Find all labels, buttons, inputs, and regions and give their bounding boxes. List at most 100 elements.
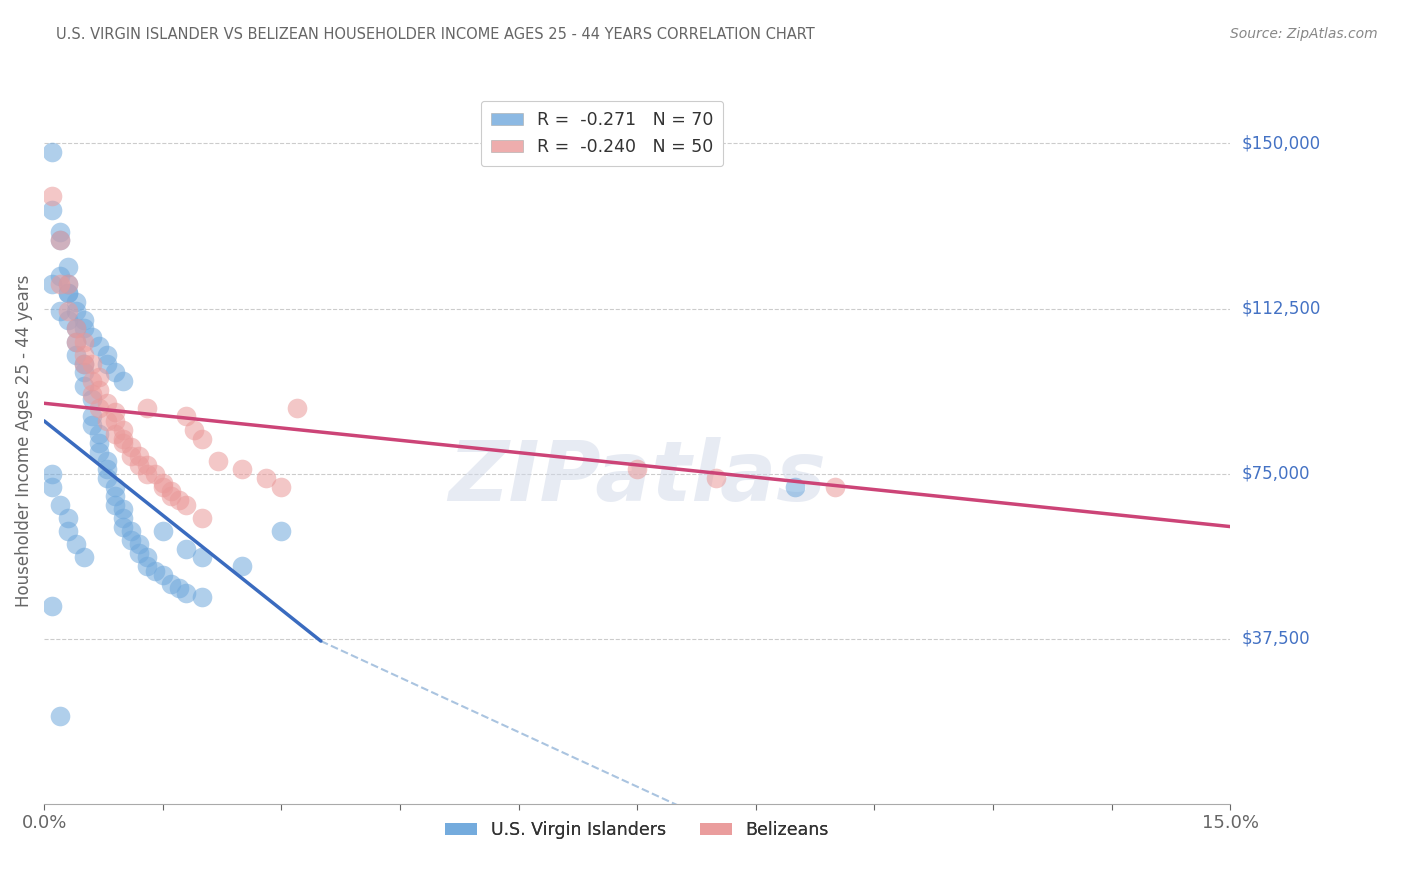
Point (143, 564, 166, 578)
Point (49, 233, 72, 247)
Point (56, 260, 79, 274)
Point (65, 321, 87, 335)
Point (152, 475, 174, 490)
Text: U.S. VIRGIN ISLANDER VS BELIZEAN HOUSEHOLDER INCOME AGES 25 - 44 YEARS CORRELATI: U.S. VIRGIN ISLANDER VS BELIZEAN HOUSEHO… (56, 27, 815, 42)
Point (824, 480, 846, 494)
Point (80, 418, 103, 433)
Point (120, 449, 142, 463)
Point (626, 462, 648, 476)
Point (65, 537, 87, 551)
Point (72, 378, 94, 392)
Point (112, 436, 135, 450)
Point (41, 599, 63, 613)
Point (72, 550, 94, 565)
Point (785, 480, 807, 494)
Point (89, 436, 111, 450)
Point (56, 524, 79, 538)
Point (159, 484, 181, 499)
Point (65, 334, 87, 349)
Point (159, 489, 181, 503)
Point (112, 374, 135, 388)
Point (167, 581, 190, 595)
Point (128, 546, 150, 560)
Point (80, 387, 103, 401)
Y-axis label: Householder Income Ages 25 - 44 years: Householder Income Ages 25 - 44 years (15, 275, 32, 607)
Point (152, 568, 174, 582)
Point (72, 366, 94, 380)
Point (135, 401, 157, 415)
Point (285, 401, 308, 415)
Point (49, 303, 72, 318)
Point (104, 480, 127, 494)
Point (89, 369, 111, 384)
Point (89, 339, 111, 353)
Point (96, 348, 118, 362)
Point (80, 330, 103, 344)
Point (56, 286, 79, 301)
Point (176, 585, 198, 599)
Point (104, 405, 127, 419)
Point (176, 498, 198, 512)
Point (89, 444, 111, 458)
Point (167, 493, 190, 508)
Point (41, 202, 63, 217)
Legend: U.S. Virgin Islanders, Belizeans: U.S. Virgin Islanders, Belizeans (439, 814, 835, 847)
Point (120, 524, 142, 538)
Point (128, 458, 150, 472)
Point (49, 233, 72, 247)
Point (72, 357, 94, 371)
Point (80, 357, 103, 371)
Point (135, 458, 157, 472)
Point (72, 312, 94, 326)
Point (72, 348, 94, 362)
Point (65, 321, 87, 335)
Point (128, 537, 150, 551)
Point (191, 550, 214, 565)
Point (41, 277, 63, 292)
Point (65, 334, 87, 349)
Point (96, 462, 118, 476)
Point (176, 409, 198, 424)
Point (96, 453, 118, 467)
Point (96, 357, 118, 371)
Text: $112,500: $112,500 (1241, 300, 1320, 318)
Point (120, 533, 142, 547)
Point (191, 590, 214, 604)
Point (270, 480, 292, 494)
Point (152, 480, 174, 494)
Text: Source: ZipAtlas.com: Source: ZipAtlas.com (1230, 27, 1378, 41)
Point (89, 427, 111, 442)
Point (41, 467, 63, 481)
Point (65, 303, 87, 318)
Point (704, 471, 727, 485)
Point (56, 303, 79, 318)
Point (183, 423, 205, 437)
Text: $37,500: $37,500 (1241, 630, 1310, 648)
Point (112, 432, 135, 446)
Point (80, 392, 103, 406)
Point (231, 559, 253, 574)
Point (56, 312, 79, 326)
Point (96, 471, 118, 485)
Point (254, 471, 277, 485)
Point (152, 524, 174, 538)
Point (65, 295, 87, 310)
Point (112, 519, 135, 533)
Point (159, 577, 181, 591)
Text: $150,000: $150,000 (1241, 135, 1320, 153)
Point (112, 502, 135, 516)
Point (191, 432, 214, 446)
Point (41, 480, 63, 494)
Point (120, 440, 142, 454)
Point (56, 510, 79, 524)
Point (49, 268, 72, 283)
Point (104, 498, 127, 512)
Point (135, 467, 157, 481)
Point (104, 414, 127, 428)
Point (176, 541, 198, 556)
Point (104, 489, 127, 503)
Point (72, 334, 94, 349)
Point (56, 286, 79, 301)
Point (72, 357, 94, 371)
Point (80, 374, 103, 388)
